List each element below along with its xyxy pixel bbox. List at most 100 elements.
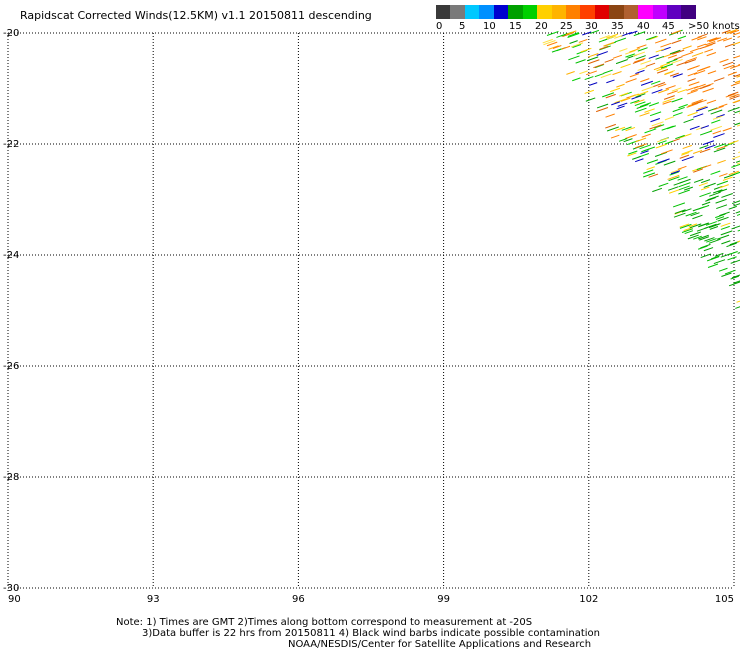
- wind-barb: [717, 216, 729, 222]
- wind-barb: [634, 158, 644, 163]
- wind-barb: [632, 155, 642, 160]
- wind-barb: [681, 151, 690, 156]
- wind-barb: [733, 280, 740, 284]
- wind-barb: [582, 31, 592, 36]
- wind-barb: [728, 205, 737, 210]
- wind-barb: [681, 156, 694, 162]
- wind-barb: [619, 48, 628, 52]
- wind-barb: [629, 48, 640, 53]
- wind-barb: [579, 70, 588, 75]
- wind-barb: [727, 256, 737, 261]
- wind-barb: [662, 100, 672, 105]
- wind-barb: [687, 234, 699, 240]
- colorbar-swatch: [551, 5, 566, 19]
- wind-barb: [692, 214, 703, 220]
- colorbar-label: 30: [585, 21, 598, 32]
- wind-barb: [615, 126, 626, 132]
- latitude-label: -20: [3, 28, 19, 39]
- wind-barb: [715, 213, 726, 219]
- wind-barb: [633, 31, 646, 37]
- wind-barb: [689, 125, 700, 130]
- wind-barb: [705, 221, 717, 226]
- wind-barb: [654, 151, 668, 157]
- wind-barb: [598, 38, 608, 43]
- wind-barb: [722, 61, 734, 67]
- wind-barb: [635, 69, 645, 75]
- wind-barb: [713, 147, 726, 153]
- wind-barb: [546, 41, 558, 47]
- wind-barb: [733, 74, 740, 78]
- wind-barb: [640, 60, 652, 65]
- wind-barb: [603, 69, 613, 74]
- wind-barb: [673, 112, 683, 117]
- wind-barb: [718, 267, 728, 272]
- colorbar-swatch: [609, 5, 624, 19]
- wind-barb: [617, 102, 628, 107]
- wind-barb: [669, 49, 681, 55]
- wind-barb: [605, 113, 615, 118]
- wind-barb: [714, 252, 724, 257]
- wind-barb: [666, 58, 678, 64]
- wind-barb: [614, 98, 627, 104]
- wind-barb: [727, 106, 740, 112]
- wind-barb: [637, 90, 649, 96]
- wind-barb: [702, 82, 714, 88]
- wind-barb: [625, 53, 635, 58]
- wind-barb: [643, 172, 656, 178]
- wind-barb: [677, 35, 687, 40]
- wind-barb: [590, 29, 600, 34]
- wind-barb: [693, 83, 706, 89]
- wind-barb: [730, 64, 740, 69]
- wind-barb: [716, 234, 730, 240]
- wind-barb: [716, 145, 728, 150]
- wind-barb: [663, 160, 676, 166]
- wind-barb: [673, 181, 683, 186]
- wind-barb: [719, 58, 729, 63]
- wind-barb: [627, 152, 637, 157]
- wind-barb: [625, 50, 636, 55]
- wind-barb: [687, 78, 696, 82]
- wind-barb: [691, 52, 704, 57]
- wind-barb: [703, 247, 714, 252]
- wind-barb: [566, 71, 575, 75]
- wind-barb: [697, 33, 708, 38]
- wind-barb: [696, 43, 707, 48]
- wind-barb: [728, 140, 739, 145]
- wind-barb: [730, 275, 740, 280]
- wind-barb: [710, 223, 721, 228]
- wind-barb: [673, 212, 686, 218]
- wind-barb: [674, 209, 686, 214]
- wind-barb: [646, 166, 655, 171]
- wind-barb: [693, 235, 702, 240]
- wind-barb: [561, 45, 571, 50]
- wind-barb: [735, 160, 740, 163]
- wind-barb: [706, 256, 720, 262]
- wind-barb: [654, 38, 667, 44]
- wind-barb: [667, 54, 677, 59]
- wind-barb: [673, 56, 683, 61]
- wind-barb: [728, 281, 740, 287]
- wind-barb: [723, 173, 736, 179]
- wind-barb: [699, 222, 709, 227]
- wind-barb: [705, 197, 716, 202]
- latitude-label: -30: [3, 583, 19, 594]
- wind-barb: [732, 41, 740, 46]
- wind-barb: [625, 126, 636, 132]
- wind-barb: [620, 97, 631, 102]
- wind-barb: [699, 66, 711, 71]
- wind-barb: [596, 51, 608, 56]
- wind-barb: [628, 30, 638, 35]
- wind-barb: [713, 77, 725, 82]
- wind-barb: [672, 49, 685, 55]
- colorbar-swatch: [436, 5, 451, 19]
- wind-barb: [711, 119, 721, 124]
- wind-barb: [656, 68, 669, 74]
- wind-barb: [730, 259, 740, 264]
- wind-barb: [594, 72, 605, 78]
- wind-barb: [637, 47, 648, 52]
- wind-barb: [606, 35, 617, 40]
- wind-barb: [548, 45, 559, 50]
- wind-barb: [727, 71, 737, 76]
- wind-barb: [671, 58, 683, 64]
- wind-barb: [703, 43, 713, 48]
